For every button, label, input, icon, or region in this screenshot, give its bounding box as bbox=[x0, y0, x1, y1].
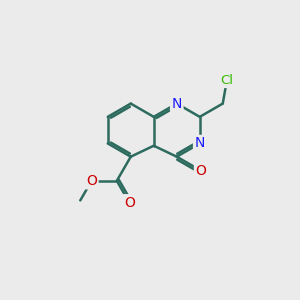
Text: O: O bbox=[124, 196, 135, 210]
Text: Cl: Cl bbox=[220, 74, 233, 86]
Text: N: N bbox=[172, 97, 182, 111]
Text: O: O bbox=[196, 164, 206, 178]
Text: N: N bbox=[195, 136, 205, 150]
Text: O: O bbox=[86, 174, 97, 188]
